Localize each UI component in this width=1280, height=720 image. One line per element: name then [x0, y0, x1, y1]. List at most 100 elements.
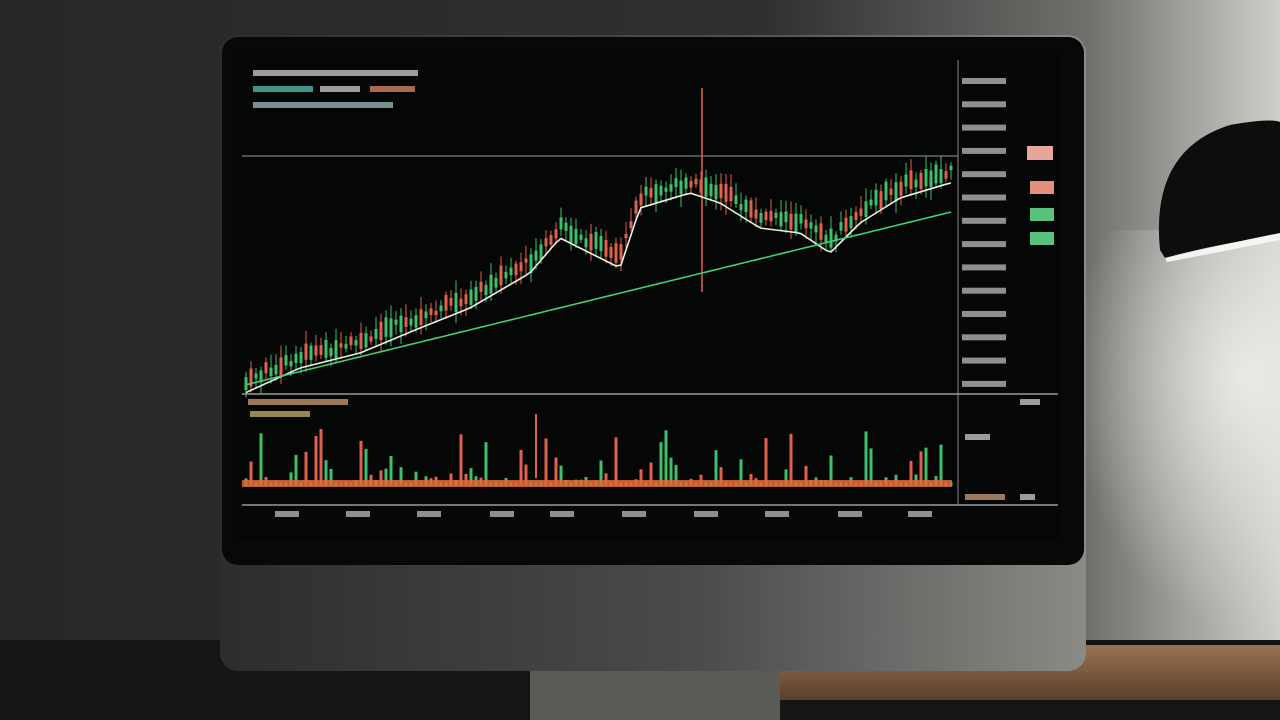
illegible-text: [908, 511, 932, 517]
volume-bar: [599, 460, 603, 486]
candle-body: [674, 178, 678, 188]
volume-bar: [864, 431, 868, 486]
candle-body: [324, 339, 328, 358]
volume-bar: [789, 433, 793, 486]
candle-body: [824, 234, 828, 243]
candle-body: [469, 289, 473, 305]
volume-bar: [364, 448, 368, 486]
illegible-text: [962, 287, 1006, 294]
illegible-text: [417, 511, 441, 517]
candle-body: [269, 367, 273, 377]
candle-body: [709, 183, 713, 197]
volume-bar: [719, 467, 723, 486]
candle-body: [339, 343, 343, 348]
candle-body: [774, 212, 778, 219]
volume-bar: [909, 460, 913, 486]
candle-body: [639, 193, 643, 206]
candle-body: [424, 311, 428, 319]
candle-body: [689, 180, 693, 188]
candle-body: [254, 373, 258, 379]
candle-body: [934, 164, 938, 184]
candle-body: [524, 258, 528, 263]
illegible-text: [962, 194, 1006, 201]
candle-body: [694, 178, 698, 185]
candle-body: [449, 297, 453, 306]
volume-bar: [604, 473, 608, 486]
illegible-text: [253, 102, 393, 108]
lamp-rim: [1165, 233, 1280, 262]
candle-body: [479, 281, 483, 293]
volume-bar: [784, 469, 788, 486]
candle-body: [349, 336, 353, 346]
illegible-text: [1020, 494, 1035, 500]
illegible-text: [962, 124, 1006, 131]
candle-body: [354, 340, 358, 346]
candle-body: [374, 328, 378, 340]
candle-body: [369, 336, 373, 342]
candle-body: [429, 308, 433, 316]
candle-body: [394, 319, 398, 325]
illegible-text: [962, 311, 1006, 317]
candle-body: [504, 271, 508, 279]
candle-body: [484, 284, 488, 296]
illegible-text: [253, 70, 418, 76]
volume-bar: [544, 438, 548, 486]
volume-bar: [484, 442, 488, 486]
candle-body: [464, 294, 468, 304]
candle-body: [249, 368, 253, 387]
candle-body: [624, 233, 628, 239]
candle-body: [439, 305, 443, 312]
candle-body: [929, 170, 933, 187]
candle-body: [669, 184, 673, 192]
volume-bar: [674, 464, 678, 486]
candle-body: [344, 343, 348, 349]
candle-body: [614, 243, 618, 263]
candle-body: [704, 177, 708, 197]
candle-body: [499, 265, 503, 286]
candle-body: [604, 240, 608, 257]
candle-body: [944, 171, 948, 179]
volume-bar: [289, 472, 293, 486]
candle-body: [564, 222, 568, 231]
illegible-text: [765, 511, 789, 517]
candle-body: [739, 204, 743, 211]
volume-bar: [919, 451, 923, 486]
lamp: [1158, 120, 1280, 258]
volume-bar: [259, 433, 263, 486]
volume-bar: [324, 460, 328, 486]
candle-body: [889, 188, 893, 196]
illegible-text: [962, 264, 1006, 271]
candle-body: [829, 228, 833, 248]
illegible-text: [962, 101, 1006, 108]
candle-body: [409, 318, 413, 326]
illegible-text: [275, 511, 299, 517]
volume-bar: [614, 437, 618, 486]
volume-bar: [304, 451, 308, 486]
candle-body: [574, 228, 578, 244]
volume-bar: [749, 473, 753, 486]
volume-bar: [524, 464, 528, 486]
volume-bar: [384, 468, 388, 486]
candle-body: [444, 294, 448, 311]
volume-band: [242, 480, 952, 487]
screen: [238, 55, 1060, 540]
illegible-text: [965, 434, 990, 440]
volume-bar: [319, 429, 323, 486]
candle-body: [749, 200, 753, 218]
candle-body: [579, 234, 583, 240]
volume-bar: [924, 447, 928, 486]
volume-bar: [869, 448, 873, 486]
candle-body: [939, 169, 943, 184]
candle-body: [839, 222, 843, 231]
candle-body: [619, 244, 623, 260]
candle-body: [904, 174, 908, 187]
illegible-text: [370, 86, 415, 92]
illegible-text: [253, 86, 313, 92]
candle-body: [924, 169, 928, 187]
volume-bar: [379, 470, 383, 486]
volume-bar: [294, 454, 298, 486]
illegible-text: [248, 399, 348, 405]
candle-body: [794, 213, 798, 233]
candle-body: [589, 233, 593, 251]
candle-body: [744, 199, 748, 213]
